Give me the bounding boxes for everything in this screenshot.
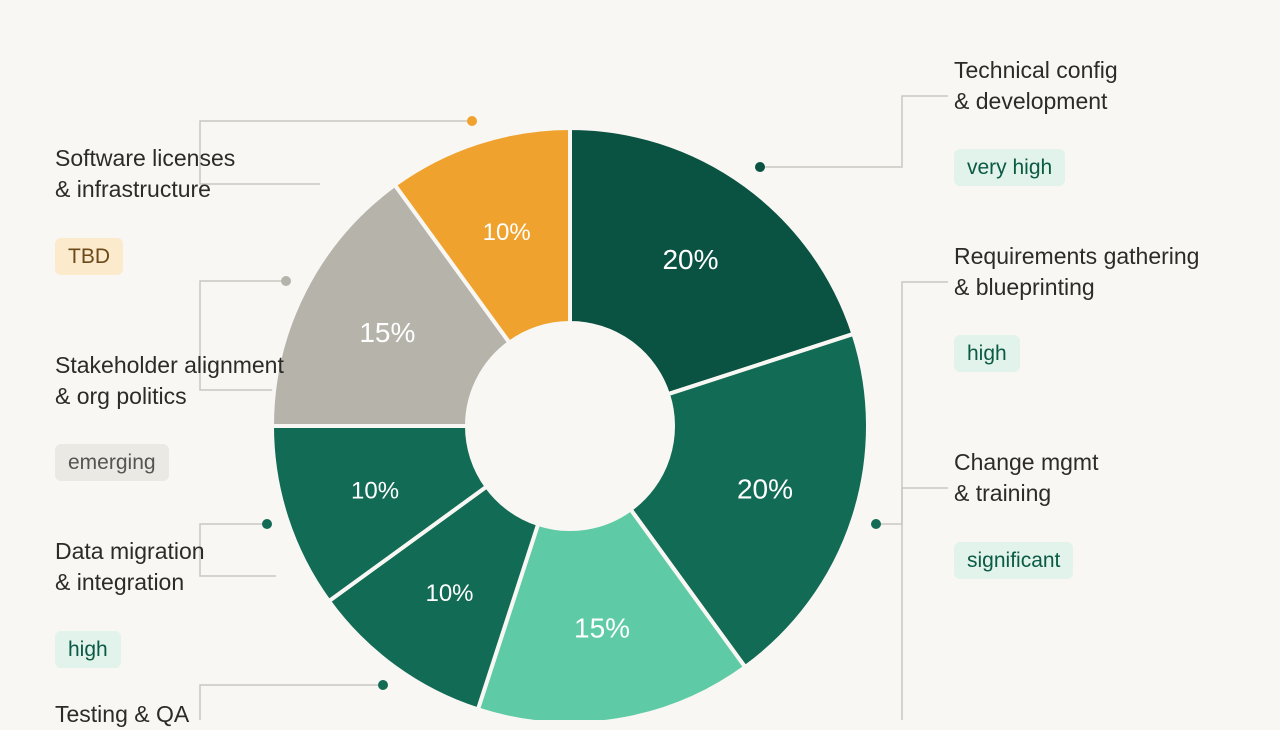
donut-slice-1 [628,331,870,670]
label-technical-config-line2: & development [954,88,1108,114]
label-stakeholder-alignment: Stakeholder alignment & org politics [55,350,284,412]
slice-value-labels: 20% 20% 15% 10% 10% 15% 10% [351,219,793,643]
donut-slice-5 [270,182,512,428]
label-stakeholder-line1: Stakeholder alignment [55,352,284,378]
donut-slice-6 [392,126,572,345]
label-requirements-line1: Requirements gathering [954,243,1200,269]
label-software-licenses: Software licenses & infrastructure [55,143,235,205]
label-data-migration: Data migration & integration [55,536,205,598]
label-change-mgmt-line2: & training [954,480,1052,506]
donut-slice-4 [270,424,489,604]
label-technical-config-line1: Technical config [954,57,1118,83]
connector-line-software [199,120,472,185]
connector-line-change [876,487,948,525]
label-change-mgmt-line1: Change mgmt [954,449,1099,475]
connector-dot-stakeholder [281,276,291,286]
label-technical-config: Technical config & development [954,55,1118,117]
slice-value-label-5: 15% [359,317,415,348]
label-testing-qa: Testing & QA [55,699,189,730]
slice-value-label-3: 10% [425,580,473,607]
label-change-mgmt: Change mgmt & training [954,447,1098,509]
connector-line-requirements [901,281,948,720]
badge-data-migration: high [55,631,121,668]
connector-dot-technical [755,162,765,172]
badge-stakeholder-alignment: emerging [55,444,169,481]
label-data-migration-line1: Data migration [55,538,205,564]
slice-value-label-6: 10% [483,219,531,246]
connector-dot-change [871,519,881,529]
donut-slice-0 [568,126,856,397]
connector-dot-data [262,519,272,529]
label-software-licenses-line1: Software licenses [55,145,236,171]
connector-line-technical [760,95,948,168]
connector-line-testing [199,684,383,720]
slice-value-label-0: 20% [662,244,718,275]
slice-value-label-4: 10% [351,477,399,504]
donut-slice-2 [475,507,748,720]
connector-dot-testing [378,680,388,690]
donut-slice-3 [326,484,541,712]
badge-change-mgmt: significant [954,542,1074,579]
label-testing-qa-line1: Testing & QA [55,701,190,727]
label-stakeholder-line2: & org politics [55,383,187,409]
donut-slices [270,126,870,720]
badge-requirements-gathering: high [954,335,1020,372]
label-software-licenses-line2: & infrastructure [55,176,211,202]
label-requirements-gathering: Requirements gathering & blueprinting [954,241,1199,303]
slice-value-label-1: 20% [737,473,793,504]
badge-technical-config: very high [954,149,1066,186]
slice-value-label-2: 15% [574,612,630,643]
label-requirements-line2: & blueprinting [954,274,1095,300]
connector-line-data [199,523,276,577]
connector-dot-software [467,116,477,126]
badge-software-licenses: TBD [55,238,123,275]
label-data-migration-line2: & integration [55,569,185,595]
